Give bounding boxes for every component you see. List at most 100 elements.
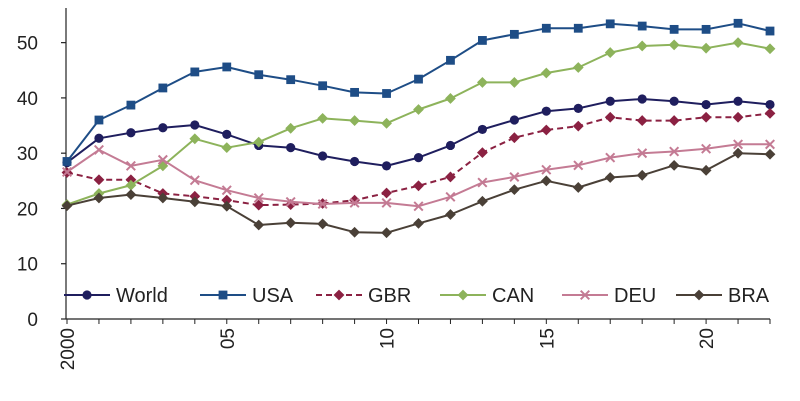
data-point [158, 83, 168, 93]
x-tick-label: 20 [697, 328, 718, 349]
data-point [572, 120, 584, 132]
series-line [66, 41, 771, 206]
data-point [669, 24, 679, 34]
series-usa [62, 18, 775, 166]
data-point [669, 146, 680, 157]
data-point [317, 218, 329, 230]
data-point [605, 96, 615, 106]
data-point [317, 199, 328, 210]
data-point [477, 147, 488, 159]
data-point [477, 195, 488, 207]
data-point [573, 23, 583, 33]
legend-item-bra: BRA [676, 285, 770, 307]
data-point [765, 99, 775, 110]
data-point [157, 154, 168, 165]
legend-marker [82, 290, 92, 300]
data-point [253, 219, 265, 231]
data-point [349, 226, 360, 238]
data-point [701, 24, 711, 34]
data-point [540, 124, 552, 136]
data-point [764, 43, 776, 55]
x-tick-label: 05 [218, 328, 239, 349]
legend-marker [333, 289, 345, 301]
data-point [318, 81, 328, 91]
series-deu [61, 139, 776, 212]
data-point [541, 106, 551, 116]
data-point [573, 160, 584, 171]
y-tick-label: 40 [17, 89, 38, 110]
data-point [700, 164, 712, 176]
data-point [477, 177, 488, 188]
data-point [158, 123, 168, 133]
data-point [221, 200, 233, 212]
y-tick-label: 30 [17, 144, 38, 165]
series-line [66, 112, 771, 207]
legend: World USA GBR CAN DEU BRA [64, 285, 770, 307]
data-point [764, 148, 776, 160]
legend-label: USA [252, 285, 294, 307]
data-point [540, 67, 552, 79]
y-tick-label: 0 [27, 310, 38, 331]
data-point [222, 129, 232, 139]
series-layer [61, 18, 776, 239]
legend-item-gbr: GBR [316, 285, 411, 307]
legend-item-world: World [64, 285, 168, 307]
data-point [413, 180, 424, 192]
data-point [732, 147, 744, 159]
legend-item-usa: USA [200, 285, 294, 307]
data-point [62, 157, 72, 166]
data-point [637, 148, 648, 159]
data-point [126, 100, 136, 110]
data-point [189, 133, 201, 145]
data-point [540, 175, 552, 187]
series-line [66, 22, 771, 163]
data-point [93, 174, 105, 186]
y-tick-label: 20 [17, 199, 38, 220]
data-point [572, 62, 584, 73]
data-point [668, 115, 680, 126]
data-point [765, 26, 775, 36]
data-point [285, 199, 297, 210]
y-tick-label: 10 [17, 255, 38, 276]
legend-marker [218, 290, 228, 300]
data-point [445, 140, 456, 151]
data-point [221, 194, 233, 206]
data-point [572, 182, 584, 193]
data-point [285, 122, 297, 134]
data-point [732, 37, 744, 49]
data-point [478, 36, 487, 45]
data-point [541, 23, 551, 33]
data-point [93, 144, 104, 155]
data-point [701, 99, 711, 110]
data-point [414, 74, 423, 84]
data-point [94, 115, 104, 125]
data-point [733, 18, 743, 28]
data-point [733, 139, 744, 150]
data-point [285, 196, 296, 207]
data-point [573, 103, 583, 114]
data-point [285, 217, 297, 229]
data-point [61, 200, 73, 212]
data-point [446, 55, 455, 65]
data-point [604, 172, 616, 183]
data-point [445, 93, 456, 104]
data-point [605, 152, 616, 163]
data-point [190, 120, 200, 130]
data-point [508, 132, 520, 144]
data-point [349, 156, 360, 167]
data-point [126, 128, 136, 138]
data-point [636, 115, 648, 126]
data-point [286, 75, 296, 85]
data-point [413, 153, 424, 163]
data-point [61, 166, 73, 177]
x-tick-label: 2000 [58, 328, 79, 370]
data-point [381, 187, 392, 199]
data-point [125, 160, 136, 171]
data-point [733, 96, 743, 106]
legend-label: GBR [368, 285, 411, 307]
legend-label: BRA [728, 285, 770, 307]
data-point [605, 19, 615, 29]
data-point [668, 159, 680, 171]
data-point [413, 104, 424, 115]
